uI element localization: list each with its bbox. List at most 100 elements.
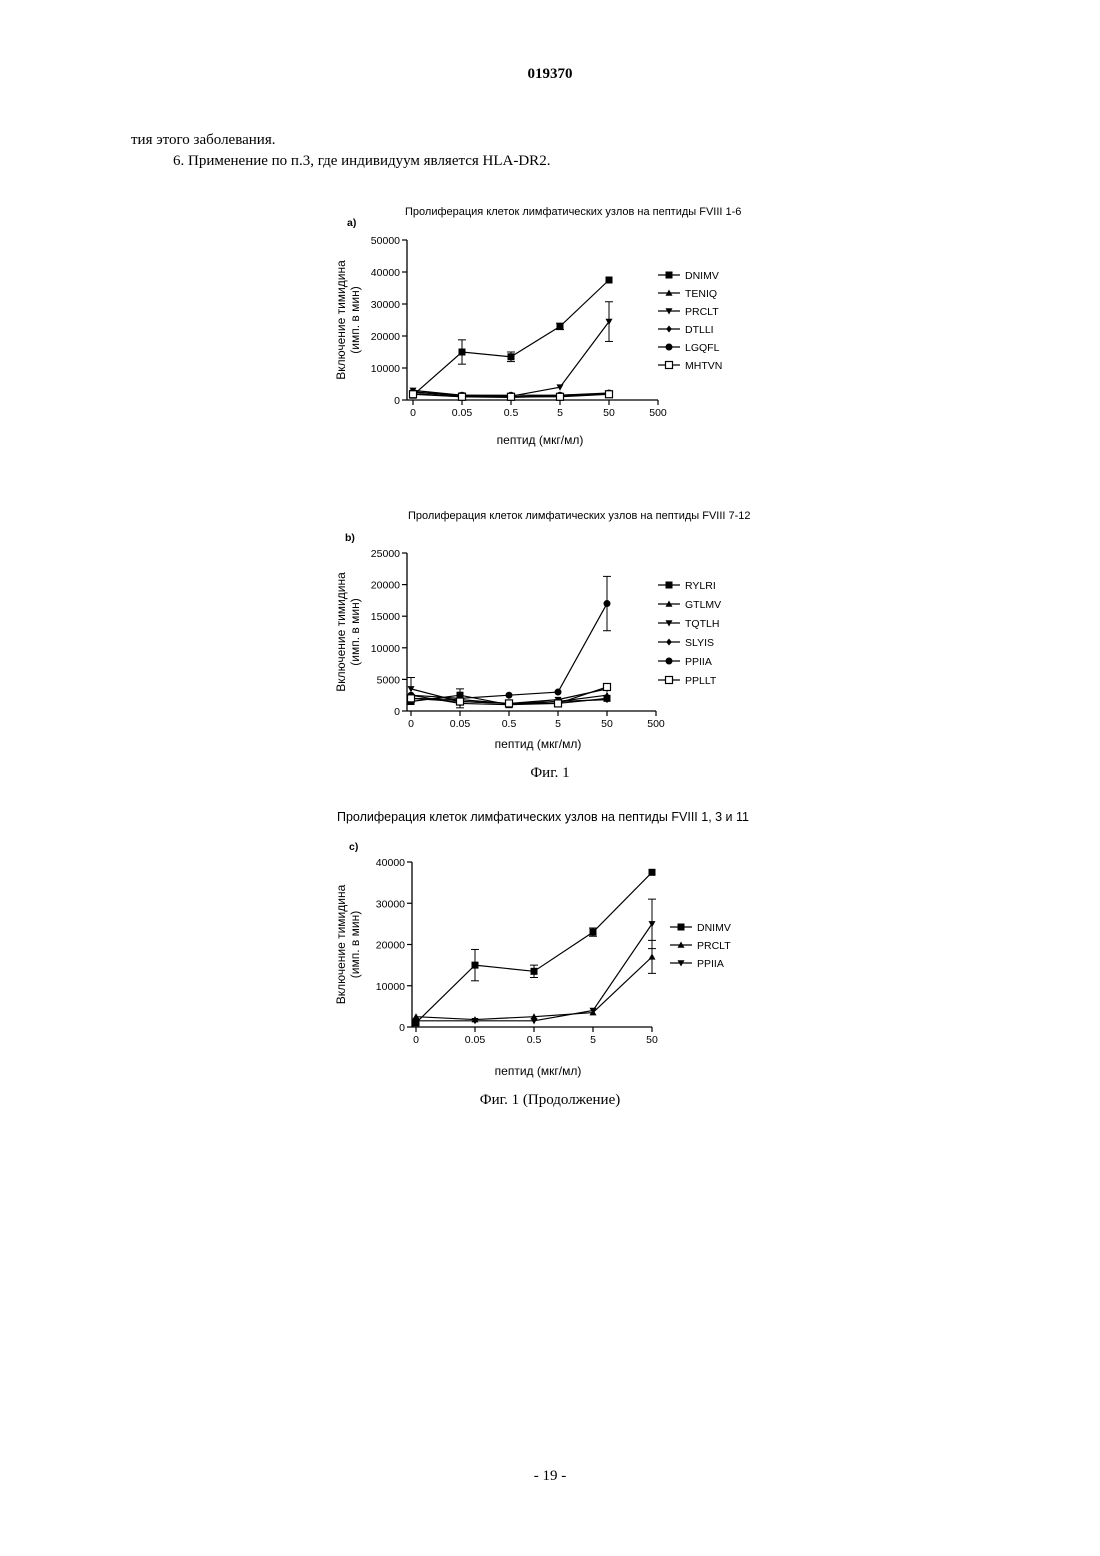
legend-marker	[666, 658, 673, 665]
x-tick-label: 0.5	[527, 1034, 542, 1046]
y-tick-label: 30000	[376, 898, 405, 910]
legend-label: GTLMV	[685, 599, 721, 611]
y-axis-label: Включение тимидина(имп. в мин)	[334, 572, 362, 692]
legend-entry-lgqfl: LGQFL	[658, 342, 720, 354]
x-tick-label: 5	[590, 1034, 596, 1046]
document-number: 019370	[0, 66, 1100, 83]
y-axis-label-line2: (имп. в мин)	[348, 911, 362, 978]
page-number: - 19 -	[0, 1468, 1100, 1485]
y-tick-label: 20000	[376, 940, 405, 952]
legend-marker	[666, 677, 673, 684]
legend-label: LGQFL	[685, 342, 720, 354]
data-point	[508, 393, 515, 400]
chart-title: Пролиферация клеток лимфатических узлов …	[337, 810, 749, 824]
x-axis-label: пептид (мкг/мл)	[495, 737, 582, 751]
x-tick-label: 0.05	[465, 1034, 486, 1046]
series-ppiia	[413, 899, 657, 1024]
panel-label: a)	[347, 217, 356, 229]
chart-b: Пролиферация клеток лимфатических узлов …	[320, 503, 790, 758]
y-axis-label-line1: Включение тимидина	[334, 884, 348, 1004]
x-axis-label: пептид (мкг/мл)	[495, 1064, 582, 1078]
x-tick-label: 50	[603, 407, 615, 419]
legend-entry-teniq: TENIQ	[658, 288, 717, 300]
legend-label: DTLLI	[685, 324, 714, 336]
y-tick-label: 0	[394, 706, 400, 718]
data-point	[508, 353, 515, 360]
y-axis-label: Включение тимидина(имп. в мин)	[334, 884, 362, 1004]
series-prclt	[413, 940, 657, 1022]
data-point	[557, 393, 564, 400]
data-point	[410, 391, 417, 398]
legend-label: SLYIS	[685, 637, 714, 649]
series-line	[413, 280, 609, 395]
data-point	[408, 695, 415, 702]
legend-entry-ppiia: PPIIA	[670, 958, 724, 970]
x-tick-label: 5	[557, 407, 563, 419]
y-axis-label: Включение тимидина(имп. в мин)	[334, 260, 362, 380]
x-tick-label: 0.5	[504, 407, 519, 419]
legend-marker	[666, 272, 673, 279]
legend-label: DNIMV	[697, 922, 731, 934]
data-point	[531, 968, 538, 975]
legend-label: PRCLT	[697, 940, 731, 952]
x-axis-label: пептид (мкг/мл)	[497, 433, 584, 447]
data-point	[649, 869, 656, 876]
x-tick-label: 0	[410, 407, 416, 419]
legend-entry-mhtvn: MHTVN	[658, 360, 722, 372]
legend-marker	[666, 362, 673, 369]
data-point	[555, 689, 562, 696]
legend-entry-dnimv: DNIMV	[658, 270, 719, 282]
data-point	[506, 692, 513, 699]
x-tick-label: 500	[649, 407, 667, 419]
figure-caption-1: Фиг. 1	[0, 765, 1100, 782]
legend-label: RYLRI	[685, 580, 716, 592]
y-tick-label: 20000	[371, 580, 400, 592]
series-dnimv	[410, 277, 613, 399]
legend-entry-prclt: PRCLT	[670, 940, 731, 952]
legend-label: TQTLH	[685, 618, 719, 630]
data-point	[606, 391, 613, 398]
y-tick-label: 5000	[377, 674, 401, 686]
y-tick-label: 15000	[371, 611, 400, 623]
y-tick-label: 40000	[371, 267, 400, 279]
y-tick-label: 25000	[371, 548, 400, 560]
data-point	[459, 349, 466, 356]
x-tick-label: 500	[647, 718, 665, 730]
legend-label: TENIQ	[685, 288, 717, 300]
y-axis-label-line2: (имп. в мин)	[348, 598, 362, 665]
data-point	[555, 700, 562, 707]
y-tick-label: 10000	[371, 363, 400, 375]
y-tick-label: 50000	[371, 235, 400, 247]
series-ppiia	[408, 576, 612, 707]
legend-entry-rylri: RYLRI	[658, 580, 716, 592]
x-tick-label: 0.5	[502, 718, 517, 730]
chart-title: Пролиферация клеток лимфатических узлов …	[405, 206, 741, 218]
legend-label: MHTVN	[685, 360, 722, 372]
legend-entry-tqtlh: TQTLH	[658, 618, 719, 630]
legend-marker	[666, 344, 673, 351]
legend-entry-dnimv: DNIMV	[670, 922, 731, 934]
y-tick-label: 40000	[376, 857, 405, 869]
y-axis-label-line2: (имп. в мин)	[348, 286, 362, 353]
chart-a: Пролиферация клеток лимфатических узлов …	[320, 195, 780, 460]
legend-marker	[666, 639, 672, 646]
data-point	[506, 700, 513, 707]
legend-marker	[666, 582, 673, 589]
y-tick-label: 10000	[376, 981, 405, 993]
x-tick-label: 0.05	[452, 407, 473, 419]
data-point	[604, 683, 611, 690]
panel-label: b)	[345, 532, 355, 544]
legend-entry-dtlli: DTLLI	[658, 324, 714, 336]
y-tick-label: 0	[399, 1022, 405, 1034]
data-point	[457, 698, 464, 705]
y-tick-label: 10000	[371, 643, 400, 655]
legend-entry-prclt: PRCLT	[658, 306, 719, 318]
legend-label: PPIIA	[685, 656, 712, 668]
chart-c: Пролиферация клеток лимфатических узлов …	[320, 805, 800, 1085]
legend-label: PPLLT	[685, 675, 717, 687]
x-tick-label: 0	[408, 718, 414, 730]
y-tick-label: 0	[394, 395, 400, 407]
legend-entry-ppllt: PPLLT	[658, 675, 717, 687]
data-point	[459, 393, 466, 400]
legend-entry-gtlmv: GTLMV	[658, 599, 721, 611]
